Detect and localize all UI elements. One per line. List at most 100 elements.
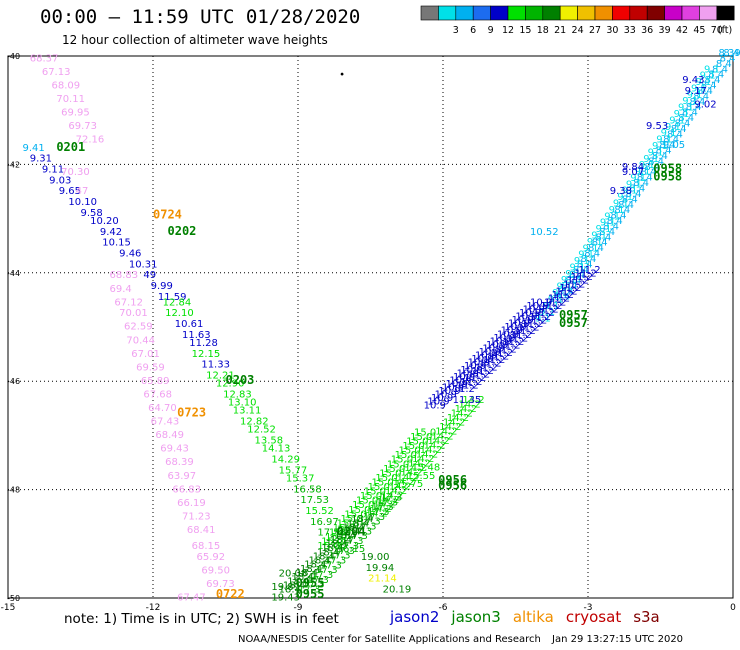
swh-track-label: 10.9 bbox=[446, 379, 468, 390]
swh-track-label: 14.2 bbox=[408, 459, 430, 470]
swh-track-label: 9.1 bbox=[587, 237, 603, 248]
swh-track-label: 15.0 bbox=[371, 477, 393, 488]
track-marker: • bbox=[339, 70, 345, 81]
swh-value-label: 15.37 bbox=[286, 473, 315, 484]
swh-track-label: 17.3 bbox=[376, 497, 398, 508]
swh-track-label: 9.1 bbox=[548, 294, 564, 305]
swh-track-label: 8.4 bbox=[599, 227, 615, 238]
swh-track-label: 10.9 bbox=[501, 326, 523, 337]
swh-value-label: 64.70 bbox=[148, 403, 177, 414]
footer-timestamp: Jan 29 13:27:15 UTC 2020 bbox=[552, 634, 684, 645]
swh-track-label: 14.2 bbox=[435, 427, 457, 438]
legend-tick-label: 3 bbox=[453, 25, 459, 36]
swh-track-label: 9.1 bbox=[639, 160, 655, 171]
swh-track-label: 8.4 bbox=[720, 53, 736, 64]
swh-track-label: 18.4 bbox=[317, 547, 339, 558]
pass-time-label: 0201 bbox=[56, 140, 85, 154]
swh-track-label: 10.9 bbox=[515, 312, 537, 323]
swh-track-label: 9.1 bbox=[622, 186, 638, 197]
swh-track-label: 11.2 bbox=[453, 384, 475, 395]
swh-track-label: 10.9 bbox=[523, 304, 545, 315]
swh-value-label: 15.55 bbox=[407, 471, 436, 482]
swh-track-label: 14.2 bbox=[397, 472, 419, 483]
legend-tick-label: 27 bbox=[589, 25, 601, 36]
color-scale-legend: 3 6 9 12 15 18 21 24 27 30 33 36 39 42 45 70(ft) bbox=[420, 5, 735, 36]
swh-track-label: 17.3 bbox=[337, 541, 359, 552]
footer-credit: NOAA/NESDIS Center for Satellite Applica… bbox=[238, 634, 541, 645]
swh-track-label: 17.3 bbox=[363, 512, 385, 523]
swh-track-label: 14.2 bbox=[451, 409, 473, 420]
pass-time-label: 0958 bbox=[653, 162, 682, 176]
swh-track-label: 10.9 bbox=[493, 333, 515, 344]
swh-track-label: 11.2 bbox=[521, 319, 543, 330]
swh-value-label: 12.83 bbox=[223, 389, 252, 400]
swh-track-label: 18.4 bbox=[347, 518, 369, 529]
swh-value-label: 13.58 bbox=[255, 436, 284, 447]
swh-track-label: 15.0 bbox=[410, 432, 432, 443]
swh-value-label: 9.84 bbox=[622, 162, 644, 173]
legend-swatch bbox=[716, 5, 735, 21]
swh-track-label: 14.2 bbox=[447, 413, 469, 424]
x-tick-label: -12 bbox=[146, 603, 161, 613]
swh-value-label: 12.21 bbox=[206, 370, 235, 381]
swh-track-label: 18.4 bbox=[309, 556, 331, 567]
swh-value-label: 17.58 bbox=[317, 528, 346, 539]
swh-track-label: 15.0 bbox=[402, 441, 424, 452]
swh-value-label: 9.43 bbox=[682, 75, 704, 86]
swh-track-label: 11.2 bbox=[510, 330, 532, 341]
swh-track-label: 15.0 bbox=[329, 528, 351, 539]
swh-value-label: 69.43 bbox=[160, 444, 189, 455]
satellite-legend-item: jason2 bbox=[390, 608, 440, 626]
swh-value-label: 72.16 bbox=[76, 135, 105, 146]
swh-value-label: 10.15 bbox=[102, 238, 131, 249]
swh-track-label: 9.1 bbox=[596, 224, 612, 235]
pass-time-label: 0204 bbox=[337, 525, 366, 539]
swh-value-label: 9.42 bbox=[100, 227, 122, 238]
swh-track-label: 9.1 bbox=[687, 90, 703, 101]
swh-track-label: 14.2 bbox=[385, 486, 407, 497]
swh-value-label: 11.33 bbox=[201, 360, 230, 371]
swh-track-label: 14.2 bbox=[416, 450, 438, 461]
x-tick-label: -6 bbox=[439, 603, 448, 613]
swh-track-label: 11.2 bbox=[559, 283, 581, 294]
swh-track-label: 8.4 bbox=[565, 276, 581, 287]
swh-value-label: 10.31 bbox=[129, 259, 158, 270]
swh-track-label: 17.3 bbox=[320, 560, 342, 571]
legend-tick-label: 36 bbox=[641, 25, 653, 36]
swh-track-label: 11.2 bbox=[514, 326, 536, 337]
swh-value-label: 68.15 bbox=[192, 541, 221, 552]
swh-value-label: 11.63 bbox=[182, 330, 211, 341]
swh-value-label: 12.15 bbox=[192, 349, 221, 360]
x-tick-label: -15 bbox=[1, 603, 16, 613]
swh-track-label: 10.9 bbox=[468, 358, 490, 369]
swh-track-label: 9.1 bbox=[609, 205, 625, 216]
swh-track-label: 8.4 bbox=[596, 232, 612, 243]
swh-track-label: 11.2 bbox=[533, 308, 555, 319]
swh-value-label: 67.68 bbox=[143, 389, 172, 400]
swh-value-label: 9.38 bbox=[610, 186, 632, 197]
swh-track-label: 9.1 bbox=[678, 103, 694, 114]
swh-track-label: 8.4 bbox=[611, 211, 627, 222]
swh-track-label: 11.2 bbox=[483, 355, 505, 366]
swh-track-label: 11.2 bbox=[525, 315, 547, 326]
swh-value-label: 14.13 bbox=[262, 444, 291, 455]
swh-track-label: 17.3 bbox=[372, 502, 394, 513]
swh-track-label: 14.2 bbox=[431, 431, 453, 442]
swh-track-label: 8.4 bbox=[693, 91, 709, 102]
swh-track-label: 17.3 bbox=[341, 536, 363, 547]
swh-track-label: 15.0 bbox=[379, 468, 401, 479]
satellite-legend-item: s3a bbox=[633, 608, 660, 626]
chart-subtitle: 12 hour collection of altimeter wave hei… bbox=[62, 33, 328, 47]
swh-track-label: 8.4 bbox=[573, 265, 589, 276]
swh-track-label: 15.0 bbox=[395, 450, 417, 461]
swh-value-label: 12.84 bbox=[163, 297, 192, 308]
swh-track-label: 11.2 bbox=[536, 305, 558, 316]
swh-track-label: 10.9 bbox=[497, 329, 519, 340]
swh-track-label: 18.4 bbox=[343, 522, 365, 533]
swh-track-label: 14.2 bbox=[462, 395, 484, 406]
swh-track-label: 11.2 bbox=[472, 366, 494, 377]
swh-track-label: 8.4 bbox=[663, 135, 679, 146]
swh-track-label: 18.4 bbox=[304, 560, 326, 571]
swh-track-label: 17.3 bbox=[380, 492, 402, 503]
swh-track-label: 9.1 bbox=[682, 96, 698, 107]
